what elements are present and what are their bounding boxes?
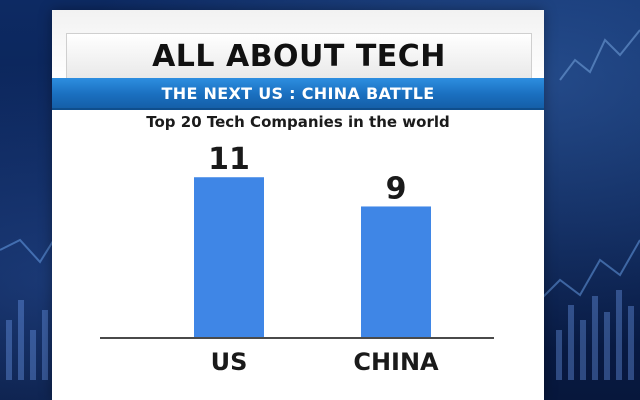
value-label-china: 9 xyxy=(386,171,407,206)
category-label-china: CHINA xyxy=(353,348,439,376)
subtitle-banner: THE NEXT US : CHINA BATTLE xyxy=(52,78,544,110)
category-label-us: US xyxy=(211,348,248,376)
chart-title: Top 20 Tech Companies in the world xyxy=(146,113,450,131)
bars-layer: 11 US 9 CHINA xyxy=(194,142,439,376)
value-label-us: 11 xyxy=(208,142,250,177)
subtitle-text: THE NEXT US : CHINA BATTLE xyxy=(161,83,435,103)
bar-us xyxy=(194,177,264,338)
title-bar: ALL ABOUT TECH xyxy=(66,33,532,79)
bar-china xyxy=(361,206,431,338)
bar-chart: 11 US 9 CHINA xyxy=(100,142,494,376)
page-title: ALL ABOUT TECH xyxy=(152,38,446,74)
